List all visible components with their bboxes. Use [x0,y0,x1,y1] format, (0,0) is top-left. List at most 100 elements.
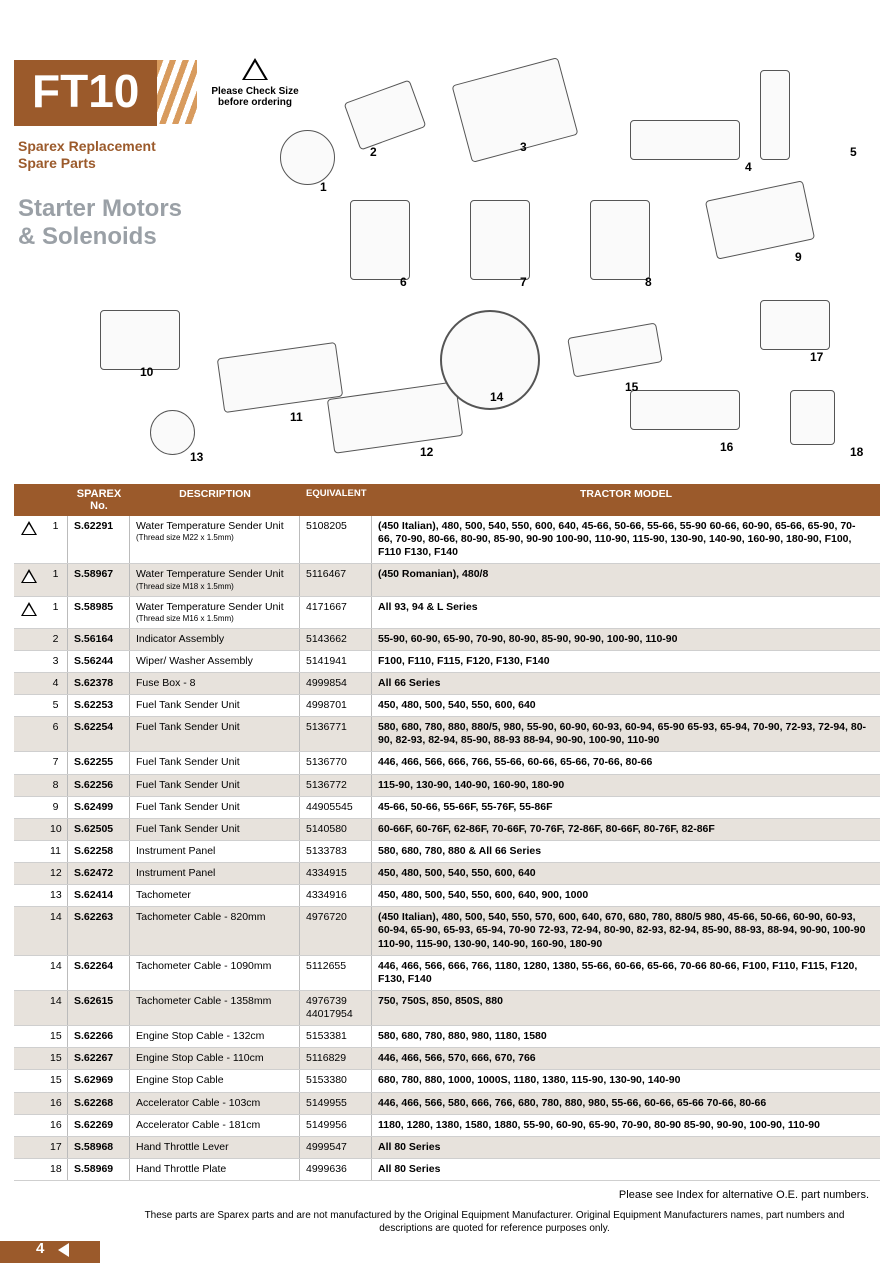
cell-index: 15 [44,1070,68,1091]
th-idx [44,484,68,516]
cell-description: Engine Stop Cable [130,1070,300,1091]
part-sketch [590,200,650,280]
cell-warn [14,673,44,694]
cell-equivalent: 5141941 [300,651,372,672]
cell-equivalent: 4999636 [300,1159,372,1180]
table-row: 1S.58985Water Temperature Sender Unit(Th… [14,597,880,629]
cell-index: 13 [44,885,68,906]
cell-equivalent: 5136772 [300,775,372,796]
subtitle-line2: Spare Parts [18,155,96,171]
cell-warn [14,1070,44,1091]
diagram-callout: 13 [190,450,203,464]
cell-sparex-no: S.56244 [68,651,130,672]
cell-sparex-no: S.62255 [68,752,130,773]
cell-equivalent: 5133783 [300,841,372,862]
cell-sparex-no: S.62258 [68,841,130,862]
section-line1: Starter Motors [18,195,182,222]
cell-model: 580, 680, 780, 880, 880/5, 980, 55-90, 6… [372,717,880,751]
cell-description: Tachometer Cable - 820mm [130,907,300,954]
cell-description: Fuel Tank Sender Unit [130,819,300,840]
diagram-callout: 16 [720,440,733,454]
cell-equivalent: 4334915 [300,863,372,884]
cell-model: 60-66F, 60-76F, 62-86F, 70-66F, 70-76F, … [372,819,880,840]
part-sketch [705,180,815,259]
cell-index: 17 [44,1137,68,1158]
cell-warn [14,1137,44,1158]
part-sketch [760,300,830,350]
table-header: SPAREX No. DESCRIPTION EQUIVALENT TRACTO… [14,484,880,516]
cell-subnote: (Thread size M22 x 1.5mm) [136,533,293,543]
cell-model: 450, 480, 500, 540, 550, 600, 640, 900, … [372,885,880,906]
cell-model: All 93, 94 & L Series [372,597,880,628]
cell-description: Hand Throttle Plate [130,1159,300,1180]
table-row: 6S.62254Fuel Tank Sender Unit5136771580,… [14,717,880,752]
table-row: 7S.62255Fuel Tank Sender Unit5136770446,… [14,752,880,774]
cell-sparex-no: S.62378 [68,673,130,694]
cell-index: 18 [44,1159,68,1180]
cell-index: 16 [44,1093,68,1114]
page-footer-bar [0,1241,100,1263]
cell-description: Instrument Panel [130,863,300,884]
cell-sparex-no: S.58967 [68,564,130,595]
table-row: 10S.62505Fuel Tank Sender Unit514058060-… [14,819,880,841]
cell-warn [14,956,44,990]
table-row: 4S.62378Fuse Box - 84999854All 66 Series [14,673,880,695]
cell-model: 446, 466, 566, 666, 766, 55-66, 60-66, 6… [372,752,880,773]
part-sketch [344,80,427,151]
cell-equivalent: 44905545 [300,797,372,818]
cell-sparex-no: S.62269 [68,1115,130,1136]
diagram-callout: 15 [625,380,638,394]
part-sketch [217,342,343,413]
part-sketch [630,390,740,430]
cell-model: 580, 680, 780, 880 & All 66 Series [372,841,880,862]
cell-warn [14,516,44,563]
table-body: 1S.62291Water Temperature Sender Unit(Th… [14,516,880,1181]
cell-warn [14,651,44,672]
diagram-callout: 11 [290,410,303,424]
table-row: 17S.58968Hand Throttle Lever4999547All 8… [14,1137,880,1159]
part-sketch [790,390,835,445]
cell-index: 9 [44,797,68,818]
cell-description: Water Temperature Sender Unit(Thread siz… [130,564,300,595]
cell-sparex-no: S.62263 [68,907,130,954]
cell-equivalent: 5136770 [300,752,372,773]
cell-model: 45-66, 50-66, 55-66F, 55-76F, 55-86F [372,797,880,818]
cell-equivalent: 5153380 [300,1070,372,1091]
th-warn [14,484,44,516]
table-row: 1S.58967Water Temperature Sender Unit(Th… [14,564,880,596]
cell-equivalent: 5116829 [300,1048,372,1069]
cell-warn [14,717,44,751]
cell-sparex-no: S.62266 [68,1026,130,1047]
diagram-callout: 2 [370,145,377,159]
diagram-callout: 12 [420,445,433,459]
warning-icon [21,602,37,616]
table-row: 12S.62472Instrument Panel4334915450, 480… [14,863,880,885]
cell-warn [14,991,44,1025]
cell-description: Fuse Box - 8 [130,673,300,694]
part-sketch [760,70,790,160]
cell-model: 446, 466, 566, 570, 666, 670, 766 [372,1048,880,1069]
th-model: TRACTOR MODEL [372,484,880,516]
table-row: 15S.62267Engine Stop Cable - 110cm511682… [14,1048,880,1070]
cell-index: 14 [44,956,68,990]
cell-sparex-no: S.62969 [68,1070,130,1091]
part-sketch [567,322,663,377]
cell-description: Accelerator Cable - 181cm [130,1115,300,1136]
cell-index: 2 [44,629,68,650]
cell-subnote: (Thread size M18 x 1.5mm) [136,582,293,592]
table-row: 14S.62615Tachometer Cable - 1358mm497673… [14,991,880,1026]
cell-index: 3 [44,651,68,672]
diagram-callout: 4 [745,160,752,174]
cell-index: 15 [44,1048,68,1069]
part-sketch [150,410,195,455]
exploded-diagram: 123456789101112131415161718 [200,50,880,480]
cell-index: 14 [44,907,68,954]
cell-sparex-no: S.62414 [68,885,130,906]
cell-warn [14,885,44,906]
cell-model: 446, 466, 566, 666, 766, 1180, 1280, 138… [372,956,880,990]
cell-sparex-no: S.62264 [68,956,130,990]
cell-model: F100, F110, F115, F120, F130, F140 [372,651,880,672]
cell-sparex-no: S.62472 [68,863,130,884]
page-number: 4 [36,1240,44,1257]
table-row: 15S.62266Engine Stop Cable - 132cm515338… [14,1026,880,1048]
